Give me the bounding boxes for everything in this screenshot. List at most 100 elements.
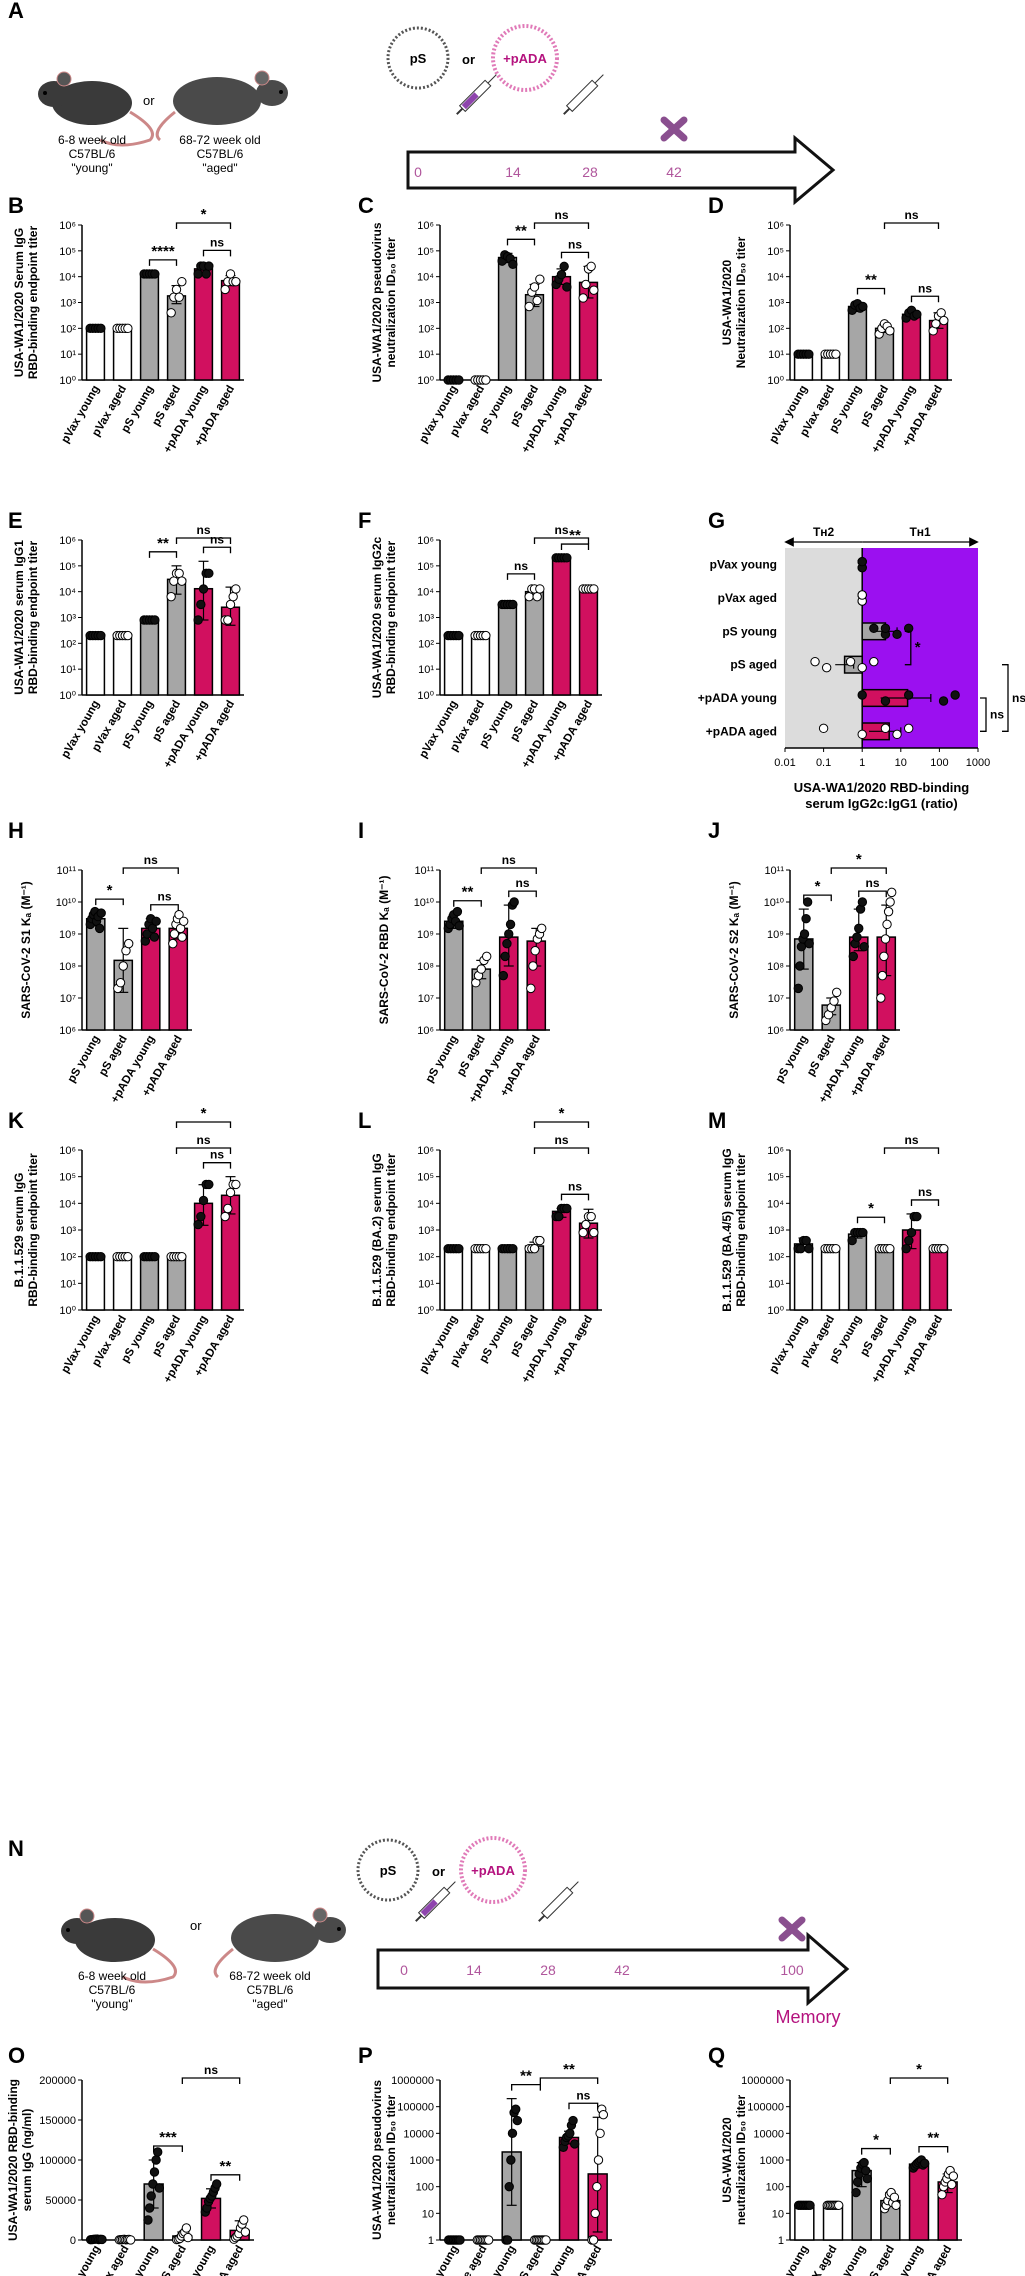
data-point bbox=[804, 349, 814, 359]
data-point bbox=[581, 279, 591, 290]
significance-bracket bbox=[918, 2145, 949, 2153]
data-point bbox=[589, 285, 599, 295]
y-axis-label: USA-WA1/2020 bbox=[720, 2117, 734, 2203]
data-point bbox=[578, 293, 588, 303]
data-point bbox=[578, 1227, 588, 1238]
pada-label: +pADA bbox=[471, 1863, 515, 1878]
y-tick-label: 10⁴ bbox=[417, 587, 434, 599]
data-point bbox=[795, 961, 805, 971]
data-point bbox=[801, 914, 811, 924]
bar bbox=[139, 273, 160, 381]
panel-n-schematic: N or 6-8 week old C57BL/6 "young" 68-72 … bbox=[8, 1836, 850, 2027]
significance-bracket bbox=[533, 1121, 590, 1128]
data-point bbox=[530, 946, 540, 956]
y-tick-label: pVax young bbox=[710, 558, 777, 572]
data-point bbox=[204, 261, 214, 271]
data-point bbox=[504, 929, 514, 939]
y-axis-label: USA-WA1/2020 Serum IgG bbox=[12, 228, 26, 377]
data-point bbox=[857, 662, 867, 673]
significance-bracket bbox=[830, 867, 887, 874]
y-tick-label: 10⁵ bbox=[59, 246, 76, 258]
data-point bbox=[150, 269, 160, 279]
x-tick-label: 0.01 bbox=[774, 757, 795, 769]
young-desc-2: C57BL/6 bbox=[89, 1983, 136, 1997]
y-tick-label: 10¹¹ bbox=[764, 865, 784, 877]
data-point bbox=[193, 1219, 203, 1230]
data-point bbox=[936, 308, 946, 318]
endpoint-cross-icon bbox=[778, 1916, 806, 1942]
data-point bbox=[903, 623, 914, 634]
y-tick-label: 100000 bbox=[747, 2102, 784, 2114]
panel-label: M bbox=[708, 1108, 726, 1133]
y-tick-label: 10 bbox=[772, 2208, 784, 2220]
significance-label: ns bbox=[196, 1133, 210, 1147]
y-tick-label: 10000 bbox=[753, 2128, 784, 2140]
data-point bbox=[168, 938, 178, 949]
significance-label: ns bbox=[554, 523, 568, 537]
panel-label: K bbox=[8, 1108, 24, 1133]
timeline-day: 0 bbox=[400, 1962, 408, 1978]
y-tick-label: 10⁴ bbox=[59, 587, 76, 599]
data-point bbox=[845, 656, 856, 667]
panel-a-schematic: A or 6-8 week old C57BL/6 "young" 68-72 … bbox=[8, 0, 836, 206]
y-axis-label: SARS-CoV-2 S2 Kₐ (M⁻¹) bbox=[727, 881, 741, 1019]
charts-layer: B 10⁰ 10¹ 10² 10³ 10⁴ 10⁵ 10⁶ USA-WA1/2020 Serum… bbox=[6, 193, 1025, 2276]
data-point bbox=[174, 292, 184, 302]
significance-label: ns bbox=[904, 208, 918, 222]
y-tick-label: 10⁶ bbox=[417, 535, 434, 547]
y-tick-label: 10⁵ bbox=[767, 1172, 784, 1184]
y-axis-label: B.1.1.529 (BA.4/5) serum IgG bbox=[720, 1148, 734, 1311]
timeline-day: 0 bbox=[414, 164, 422, 180]
significance-bracket bbox=[506, 573, 536, 580]
significance-label: ** bbox=[569, 527, 581, 544]
y-tick-label: 10⁴ bbox=[417, 272, 434, 284]
significance-label: ns bbox=[204, 2063, 218, 2077]
data-point bbox=[169, 576, 179, 586]
y-axis-label: RBD-binding endpoint titer bbox=[26, 226, 40, 380]
significance-bracket bbox=[560, 543, 590, 551]
y-tick-label: 10⁸ bbox=[417, 961, 434, 973]
data-point bbox=[177, 932, 187, 942]
data-point bbox=[193, 615, 203, 625]
data-point bbox=[149, 2167, 160, 2177]
bar bbox=[524, 1245, 545, 1311]
panel-label: E bbox=[8, 508, 23, 533]
bar bbox=[470, 634, 491, 696]
significance-label: * bbox=[107, 882, 113, 899]
data-point bbox=[220, 1211, 230, 1222]
data-point bbox=[166, 591, 176, 602]
y-tick-label: 10⁶ bbox=[59, 535, 76, 547]
x-tick-label: pVax young bbox=[60, 2244, 103, 2276]
data-point bbox=[858, 301, 868, 312]
data-point bbox=[454, 375, 464, 385]
data-point bbox=[804, 938, 814, 949]
significance-label: ** bbox=[865, 272, 877, 289]
data-point bbox=[906, 1227, 917, 1238]
data-point bbox=[858, 1227, 868, 1238]
y-tick-label: 100 bbox=[416, 2182, 434, 2194]
significance-label: ** bbox=[563, 2061, 575, 2078]
chart-panel-b: B 10⁰ 10¹ 10² 10³ 10⁴ 10⁵ 10⁶ USA-WA1/2020 Serum… bbox=[8, 193, 244, 455]
significance-label: ** bbox=[219, 2158, 231, 2175]
y-tick-label: 10⁴ bbox=[417, 1198, 434, 1210]
data-point bbox=[193, 269, 203, 279]
x-tick-label: pS young bbox=[66, 1034, 103, 1085]
bar bbox=[470, 1247, 491, 1311]
data-point bbox=[919, 2158, 930, 2169]
y-axis-label: USA-WA1/2020 pseudovirus bbox=[370, 222, 384, 382]
y-axis-label: Neutralization ID₅₀ titer bbox=[734, 236, 748, 368]
data-point bbox=[804, 1243, 814, 1254]
data-point bbox=[598, 2109, 609, 2120]
data-point bbox=[211, 2179, 222, 2189]
data-point bbox=[452, 906, 463, 917]
y-tick-label: 10⁶ bbox=[417, 220, 434, 232]
y-axis-label: USA-WA1/2020 pseudovirus bbox=[370, 2080, 384, 2240]
significance-bracket bbox=[148, 259, 178, 266]
data-point bbox=[801, 1235, 811, 1246]
data-point bbox=[857, 690, 867, 700]
y-tick-label: 10000 bbox=[403, 2128, 434, 2140]
significance-label: ns bbox=[576, 2088, 590, 2102]
aged-desc-3: "aged" bbox=[252, 1997, 287, 2011]
x-tick-label: pVAX young bbox=[767, 2244, 811, 2276]
y-tick-label: 0 bbox=[70, 2235, 76, 2247]
